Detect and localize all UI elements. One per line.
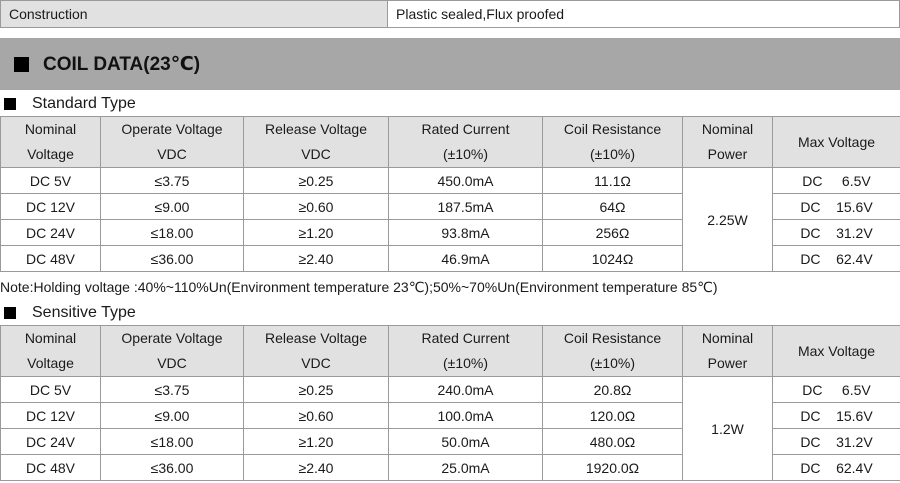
- coil-resistance-cell: 1024Ω: [542, 245, 683, 272]
- operate-voltage-cell: ≤9.00: [100, 193, 244, 220]
- header-nominal-voltage: Nominal Voltage: [0, 325, 101, 377]
- max-voltage-cell: DC 6.5V: [772, 376, 900, 403]
- coil-resistance-cell: 20.8Ω: [542, 376, 683, 403]
- coil-resistance-cell: 1920.0Ω: [542, 454, 683, 481]
- coil-resistance-cell: 480.0Ω: [542, 428, 683, 455]
- max-voltage-cell: DC 6.5V: [772, 167, 900, 194]
- header-nominal-power: Nominal Power: [682, 325, 773, 377]
- holding-voltage-note: Note:Holding voltage :40%~110%Un(Environ…: [0, 279, 718, 295]
- header-nominal-power: Nominal Power: [682, 116, 773, 168]
- operate-voltage-cell: ≤9.00: [100, 402, 244, 429]
- header-release-voltage: Release Voltage VDC: [243, 116, 389, 168]
- rated-current-cell: 50.0mA: [388, 428, 543, 455]
- nominal-voltage-cell: DC 24V: [0, 428, 101, 455]
- rated-current-cell: 93.8mA: [388, 219, 543, 246]
- sensitive-type-heading: Sensitive Type: [0, 303, 136, 323]
- table-header-row: Nominal Voltage Operate Voltage VDC Releas…: [0, 116, 900, 168]
- rated-current-cell: 100.0mA: [388, 402, 543, 429]
- release-voltage-cell: ≥1.20: [243, 428, 389, 455]
- operate-voltage-cell: ≤3.75: [100, 376, 244, 403]
- header-nominal-voltage: Nominal Voltage: [0, 116, 101, 168]
- operate-voltage-cell: ≤18.00: [100, 219, 244, 246]
- coil-resistance-cell: 256Ω: [542, 219, 683, 246]
- nominal-voltage-cell: DC 48V: [0, 245, 101, 272]
- header-rated-current: Rated Current (±10%): [388, 116, 543, 168]
- rated-current-cell: 450.0mA: [388, 167, 543, 194]
- nominal-voltage-cell: DC 24V: [0, 219, 101, 246]
- release-voltage-cell: ≥0.25: [243, 376, 389, 403]
- square-bullet-icon: [4, 98, 16, 110]
- table-row: DC 48V ≤36.00 ≥2.40 25.0mA 1920.0Ω DC 62…: [0, 454, 900, 481]
- coil-resistance-cell: 120.0Ω: [542, 402, 683, 429]
- nominal-power-cell: 2.25W: [682, 167, 773, 272]
- max-voltage-cell: DC 31.2V: [772, 219, 900, 246]
- coil-resistance-cell: 64Ω: [542, 193, 683, 220]
- max-voltage-cell: DC 15.6V: [772, 193, 900, 220]
- coil-data-section-header: COIL DATA(23℃): [0, 38, 900, 90]
- header-rated-current: Rated Current (±10%): [388, 325, 543, 377]
- nominal-voltage-cell: DC 5V: [0, 376, 101, 403]
- header-coil-resistance: Coil Resistance (±10%): [542, 116, 683, 168]
- header-release-voltage: Release Voltage VDC: [243, 325, 389, 377]
- coil-resistance-cell: 11.1Ω: [542, 167, 683, 194]
- table-row: DC 5V ≤3.75 ≥0.25 450.0mA 11.1Ω 2.25W DC…: [0, 167, 900, 272]
- header-operate-voltage: Operate Voltage VDC: [100, 325, 244, 377]
- release-voltage-cell: ≥2.40: [243, 454, 389, 481]
- table-row: DC 12V ≤9.00 ≥0.60 187.5mA 64Ω DC 15.6V: [0, 193, 900, 220]
- release-voltage-cell: ≥0.60: [243, 193, 389, 220]
- construction-value: Plastic sealed,Flux proofed: [387, 0, 900, 28]
- operate-voltage-cell: ≤3.75: [100, 167, 244, 194]
- nominal-voltage-cell: DC 12V: [0, 402, 101, 429]
- nominal-voltage-cell: DC 5V: [0, 167, 101, 194]
- square-bullet-icon: [14, 56, 29, 72]
- max-voltage-cell: DC 31.2V: [772, 428, 900, 455]
- operate-voltage-cell: ≤36.00: [100, 454, 244, 481]
- operate-voltage-cell: ≤36.00: [100, 245, 244, 272]
- rated-current-cell: 187.5mA: [388, 193, 543, 220]
- table-row: DC 24V ≤18.00 ≥1.20 50.0mA 480.0Ω DC 31.…: [0, 428, 900, 455]
- nominal-power-cell: 1.2W: [682, 376, 773, 481]
- max-voltage-cell: DC 62.4V: [772, 245, 900, 272]
- rated-current-cell: 25.0mA: [388, 454, 543, 481]
- table-row: DC 48V ≤36.00 ≥2.40 46.9mA 1024Ω DC 62.4…: [0, 245, 900, 272]
- sensitive-type-table: Nominal Voltage Operate Voltage VDC Releas…: [0, 325, 900, 481]
- square-bullet-icon: [4, 307, 16, 319]
- construction-row: Construction Plastic sealed,Flux proofed: [0, 0, 900, 28]
- standard-type-table: Nominal Voltage Operate Voltage VDC Releas…: [0, 116, 900, 272]
- sensitive-type-title: Sensitive Type: [32, 304, 136, 321]
- table-row: DC 5V ≤3.75 ≥0.25 240.0mA 20.8Ω 1.2W DC …: [0, 376, 900, 481]
- release-voltage-cell: ≥0.25: [243, 167, 389, 194]
- operate-voltage-cell: ≤18.00: [100, 428, 244, 455]
- max-voltage-cell: DC 15.6V: [772, 402, 900, 429]
- header-max-voltage: Max Voltage: [772, 325, 900, 377]
- release-voltage-cell: ≥0.60: [243, 402, 389, 429]
- max-voltage-cell: DC 62.4V: [772, 454, 900, 481]
- standard-type-title: Standard Type: [32, 95, 136, 112]
- header-coil-resistance: Coil Resistance (±10%): [542, 325, 683, 377]
- release-voltage-cell: ≥1.20: [243, 219, 389, 246]
- section-title: COIL DATA(23℃): [43, 53, 201, 75]
- construction-table: Construction Plastic sealed,Flux proofed: [0, 0, 900, 28]
- table-header-row: Nominal Voltage Operate Voltage VDC Releas…: [0, 325, 900, 377]
- rated-current-cell: 240.0mA: [388, 376, 543, 403]
- release-voltage-cell: ≥2.40: [243, 245, 389, 272]
- rated-current-cell: 46.9mA: [388, 245, 543, 272]
- header-max-voltage: Max Voltage: [772, 116, 900, 168]
- nominal-voltage-cell: DC 48V: [0, 454, 101, 481]
- construction-label: Construction: [0, 0, 388, 28]
- standard-type-heading: Standard Type: [0, 94, 136, 114]
- header-operate-voltage: Operate Voltage VDC: [100, 116, 244, 168]
- nominal-voltage-cell: DC 12V: [0, 193, 101, 220]
